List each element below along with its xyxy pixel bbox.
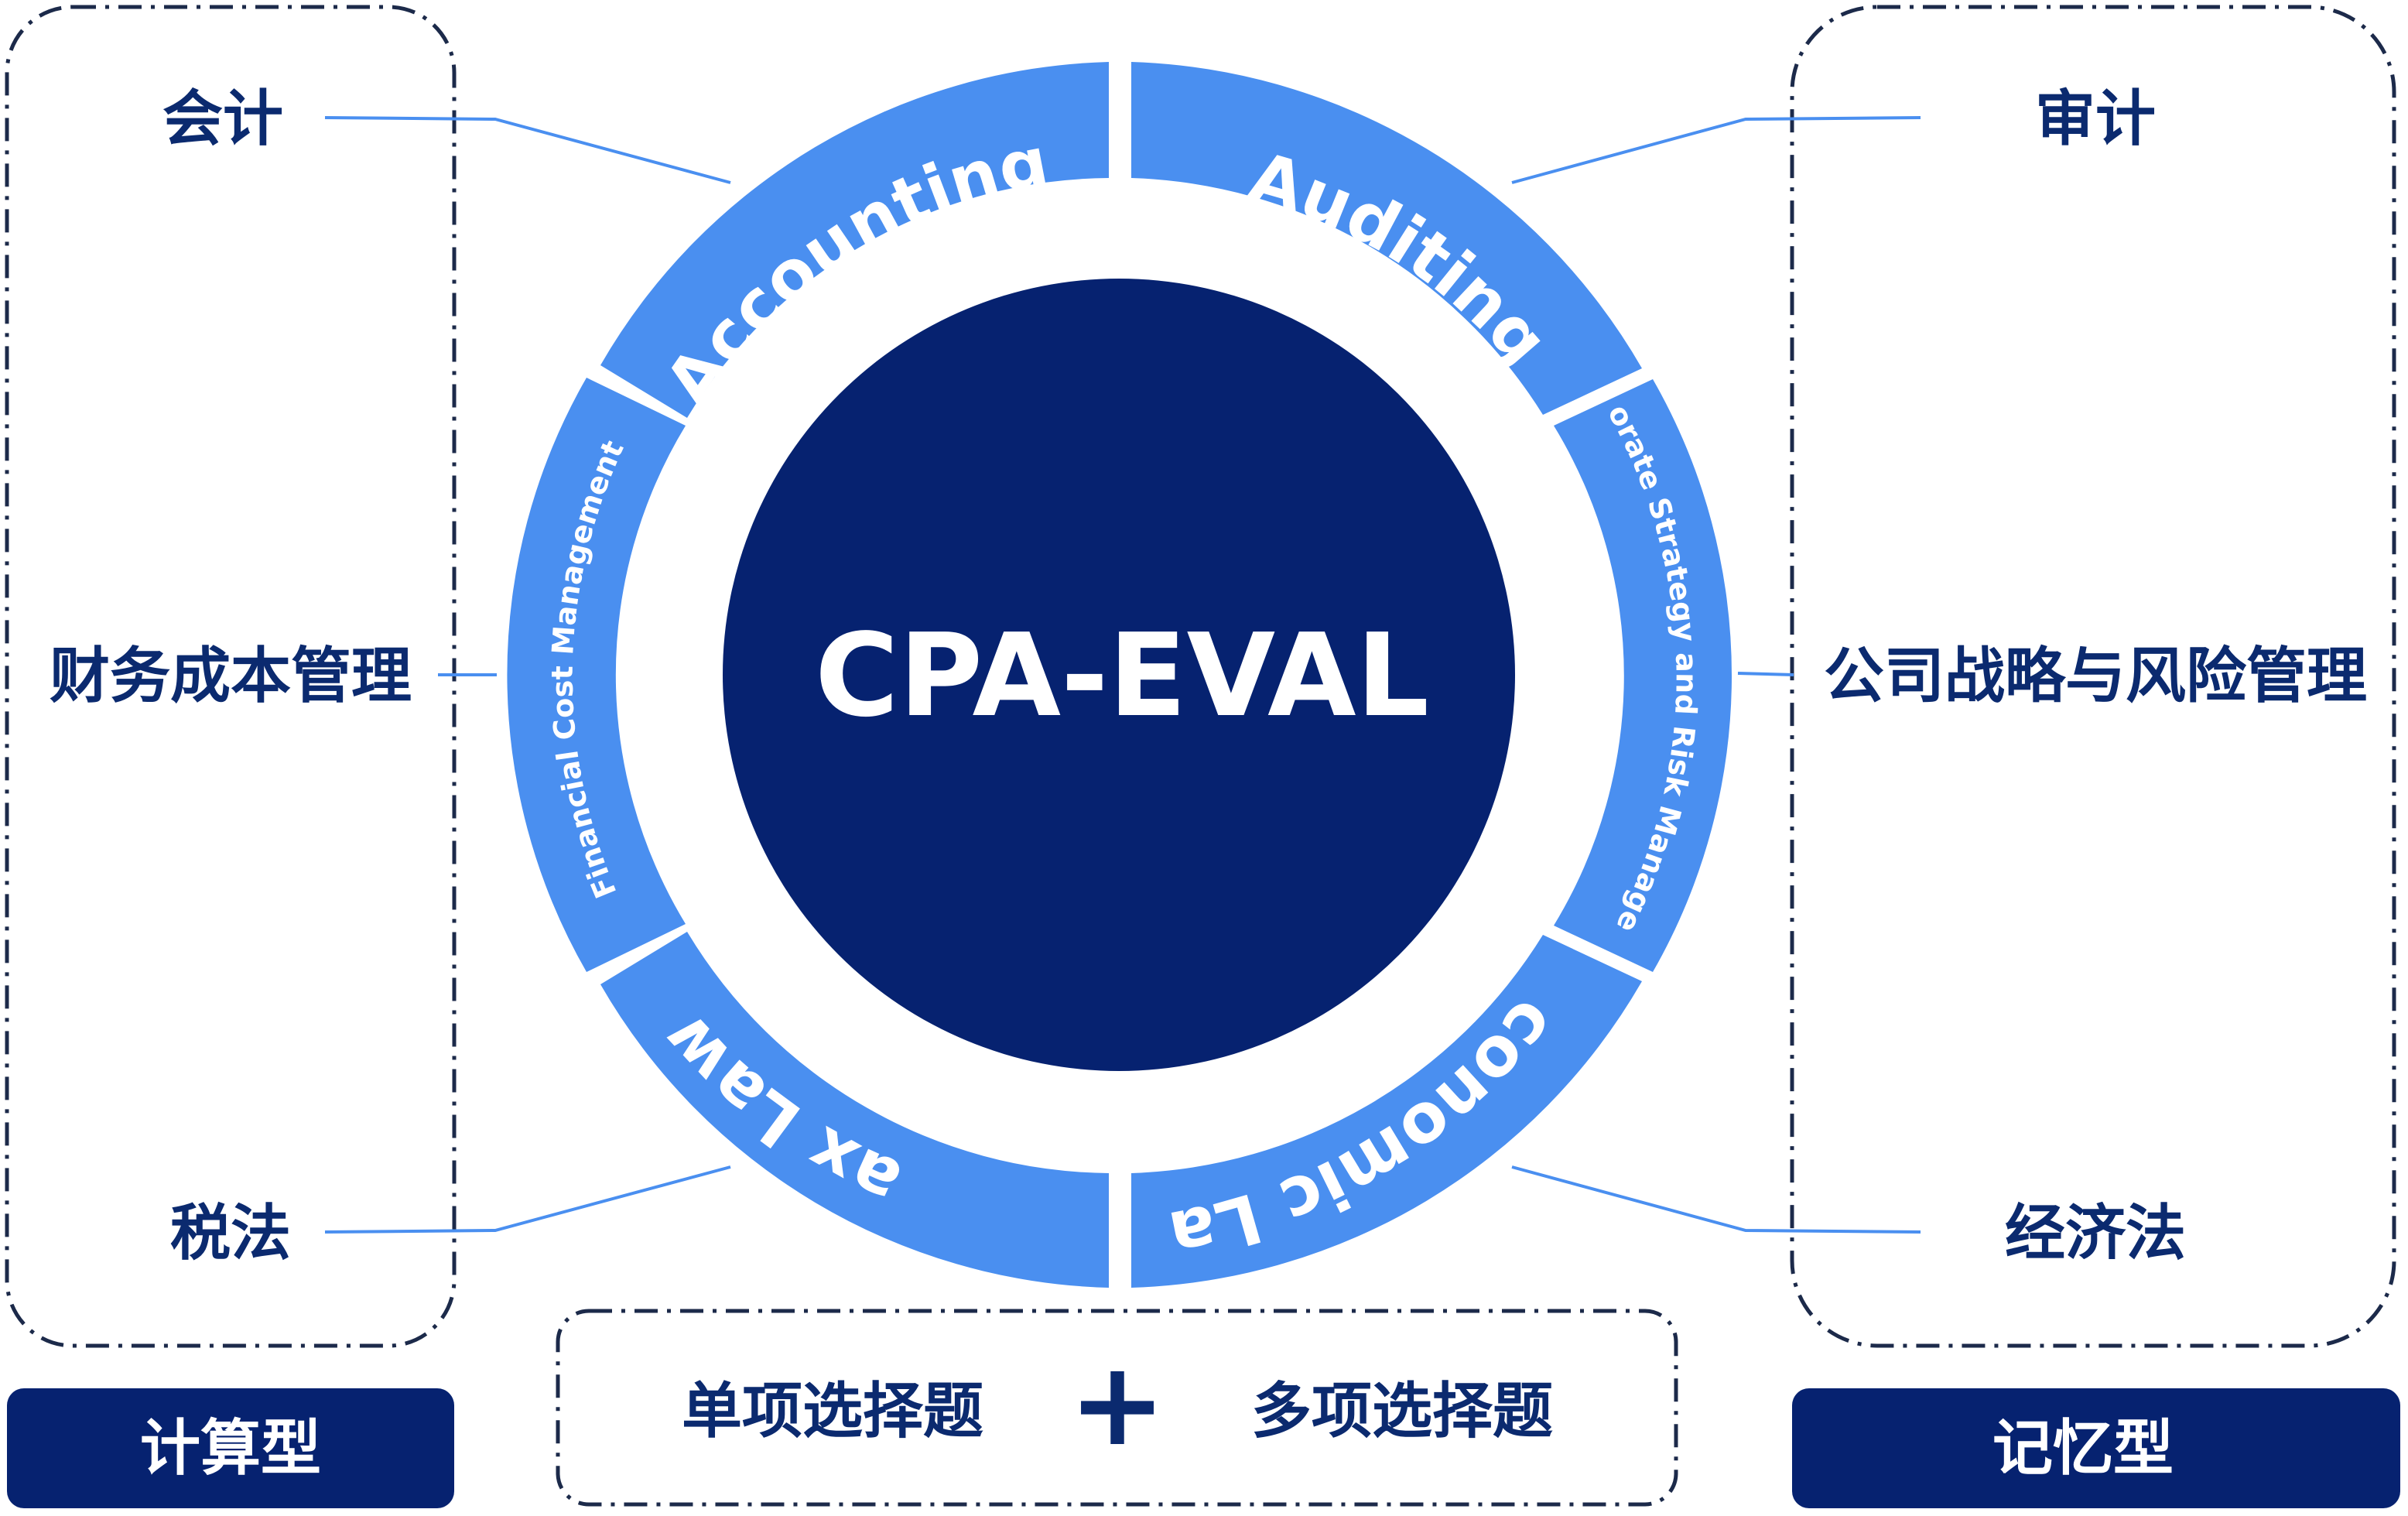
connector-accounting [324,116,731,184]
left-item-financial: 财务成本管理 [50,642,412,711]
segment-economic-shape [1131,935,1642,1288]
right-group-box [1790,5,2396,1348]
right-item-economic: 经济法 [2005,1199,2186,1268]
segment-corporate-shape [1554,379,1732,972]
segment-auditing-shape [1131,62,1642,415]
left-item-taxlaw: 税法 [170,1199,291,1268]
single-choice-label: 单项选择题 [682,1377,983,1446]
segment-financial-shape [507,378,686,972]
question-type-box [556,1309,1678,1507]
segment-accounting-shape [600,62,1109,418]
right-type-pill [1792,1388,2400,1508]
plus-sign: + [1069,1337,1166,1472]
left-type-pill [7,1388,454,1508]
right-item-corporate: 公司战略与风险管理 [1824,642,2367,711]
center-title: CPA-EVAL [815,609,1429,742]
connector-taxlaw [324,1165,731,1234]
connector-corporate [1737,672,1794,676]
ring-segments [507,62,1732,1288]
multiple-choice-label: 多项选择题 [1251,1377,1553,1446]
connector-lines [324,116,1921,1234]
right-item-auditing: 审计 [2035,84,2156,154]
connector-auditing [1511,116,1921,184]
left-type-label: 计算型 [140,1414,321,1483]
center-circle [723,279,1515,1071]
segment-taxlaw-shape [600,932,1109,1288]
left-item-accounting: 会计 [162,84,283,154]
right-type-label: 记忆型 [1992,1414,2174,1483]
connector-economic [1511,1165,1921,1234]
